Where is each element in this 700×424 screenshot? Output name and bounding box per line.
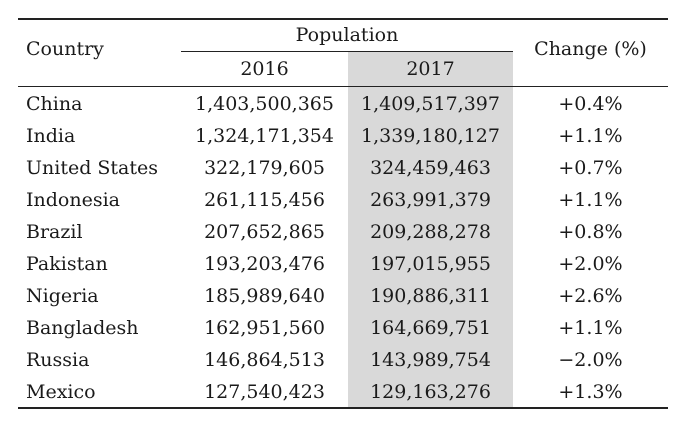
cell-change: +0.8% xyxy=(558,221,623,243)
header-population: Population xyxy=(295,24,399,46)
cell-population-2016: 185,989,640 xyxy=(204,285,325,307)
cell-change: +1.1% xyxy=(558,125,623,147)
cell-country: China xyxy=(26,93,83,115)
header-2017: 2017 xyxy=(406,58,455,80)
cell-population-2016: 1,403,500,365 xyxy=(194,93,334,115)
cell-population-2017: 1,339,180,127 xyxy=(360,125,500,147)
cell-change: +0.7% xyxy=(558,157,623,179)
cell-change: +1.3% xyxy=(558,381,623,403)
cell-population-2017: 164,669,751 xyxy=(370,317,491,339)
header-rule xyxy=(18,86,668,87)
cell-change: +0.4% xyxy=(558,93,623,115)
table-row: Nigeria 185,989,640 190,886,311 +2.6% xyxy=(18,280,668,312)
table-row: Pakistan 193,203,476 197,015,955 +2.0% xyxy=(18,248,668,280)
table-row: Russia 146,864,513 143,989,754 −2.0% xyxy=(18,344,668,376)
cell-population-2017: 197,015,955 xyxy=(370,253,491,275)
cell-country: Brazil xyxy=(26,221,83,243)
cell-country: Mexico xyxy=(26,381,96,403)
cell-population-2017: 190,886,311 xyxy=(370,285,491,307)
cell-change: +2.0% xyxy=(558,253,623,275)
cell-population-2016: 322,179,605 xyxy=(204,157,325,179)
cell-country: Indonesia xyxy=(26,189,120,211)
population-header-rule xyxy=(181,51,513,52)
cell-population-2016: 1,324,171,354 xyxy=(194,125,334,147)
cell-country: Nigeria xyxy=(26,285,99,307)
highlight-2017-column xyxy=(348,52,513,407)
cell-population-2017: 1,409,517,397 xyxy=(360,93,500,115)
cell-population-2016: 207,652,865 xyxy=(204,221,325,243)
cell-population-2016: 193,203,476 xyxy=(204,253,325,275)
cell-population-2016: 127,540,423 xyxy=(204,381,325,403)
table-row: Indonesia 261,115,456 263,991,379 +1.1% xyxy=(18,184,668,216)
cell-population-2016: 162,951,560 xyxy=(204,317,325,339)
table-row: China 1,403,500,365 1,409,517,397 +0.4% xyxy=(18,88,668,120)
header-2016: 2016 xyxy=(240,58,289,80)
cell-change: +1.1% xyxy=(558,189,623,211)
cell-country: Pakistan xyxy=(26,253,108,275)
table-row: United States 322,179,605 324,459,463 +0.7% xyxy=(18,152,668,184)
cell-change: +1.1% xyxy=(558,317,623,339)
header-country: Country xyxy=(26,38,104,60)
cell-country: United States xyxy=(26,157,159,179)
table-row: India 1,324,171,354 1,339,180,127 +1.1% xyxy=(18,120,668,152)
cell-country: Russia xyxy=(26,349,90,371)
cell-population-2016: 146,864,513 xyxy=(204,349,325,371)
cell-population-2017: 129,163,276 xyxy=(370,381,491,403)
bottom-rule xyxy=(18,407,668,409)
table-row: Bangladesh 162,951,560 164,669,751 +1.1% xyxy=(18,312,668,344)
table-row: Mexico 127,540,423 129,163,276 +1.3% xyxy=(18,376,668,408)
cell-change: −2.0% xyxy=(558,349,623,371)
cell-population-2017: 209,288,278 xyxy=(370,221,491,243)
cell-population-2017: 143,989,754 xyxy=(370,349,491,371)
cell-country: Bangladesh xyxy=(26,317,139,339)
table-row: Brazil 207,652,865 209,288,278 +0.8% xyxy=(18,216,668,248)
cell-country: India xyxy=(26,125,76,147)
cell-population-2016: 261,115,456 xyxy=(204,189,325,211)
cell-change: +2.6% xyxy=(558,285,623,307)
cell-population-2017: 324,459,463 xyxy=(370,157,491,179)
cell-population-2017: 263,991,379 xyxy=(370,189,491,211)
top-rule xyxy=(18,18,668,20)
header-change: Change (%) xyxy=(534,38,647,60)
